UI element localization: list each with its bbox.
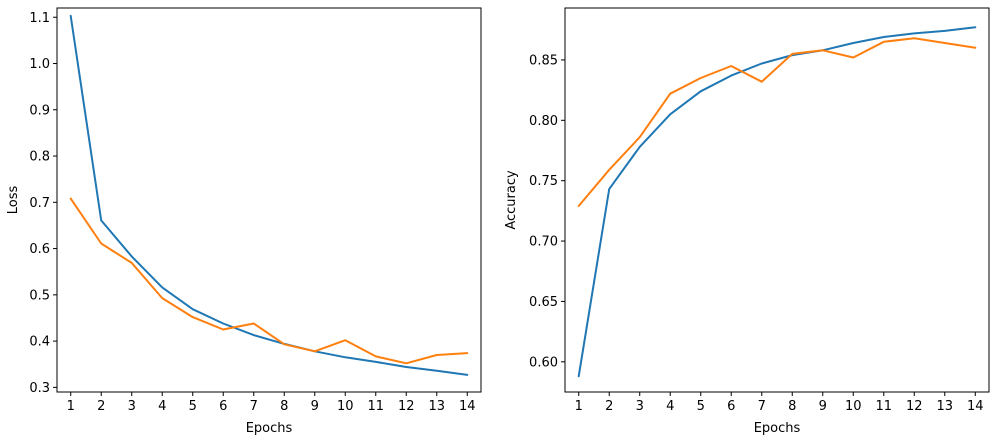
loss-x-tick-label: 10 xyxy=(337,399,354,414)
loss-x-tick-label: 1 xyxy=(67,399,75,414)
loss-y-tick-label: 1.0 xyxy=(29,57,50,72)
accuracy-chart: Epochs Accuracy 1 2 3 4 5 6 7 8 9 10 11 12 13 140.600… xyxy=(504,7,990,436)
loss-x-tick-label: 9 xyxy=(311,399,319,414)
accuracy-x-tick-label: 14 xyxy=(967,399,984,414)
loss-chart: Epochs Loss 1 2 3 4 5 6 7 8 9 10 11 12 13 140.30.40.5… xyxy=(6,7,482,436)
accuracy-series-lines xyxy=(577,26,977,378)
accuracy-x-tick-label: 4 xyxy=(666,399,674,414)
loss-y-tick-label: 1.1 xyxy=(29,11,50,26)
loss-y-axis-label: Loss xyxy=(6,186,21,215)
accuracy-x-tick-label: 1 xyxy=(575,399,583,414)
loss-y-tick-label: 0.6 xyxy=(29,242,50,257)
loss-y-tick-label: 0.9 xyxy=(29,103,50,118)
loss-x-tick-label: 14 xyxy=(459,399,476,414)
accuracy-x-tick-label: 11 xyxy=(875,399,892,414)
accuracy-x-tick-label: 2 xyxy=(605,399,613,414)
loss-series-1-line xyxy=(69,14,469,376)
loss-x-tick-label: 6 xyxy=(219,399,227,414)
loss-x-tick-label: 2 xyxy=(97,399,105,414)
accuracy-x-axis-label: Epochs xyxy=(754,421,801,436)
accuracy-x-tick-label: 3 xyxy=(636,399,644,414)
accuracy-y-axis-label: Accuracy xyxy=(504,170,519,230)
accuracy-y-tick-label: 0.60 xyxy=(529,355,558,370)
loss-y-tick-label: 0.3 xyxy=(29,381,50,396)
loss-series-lines xyxy=(69,14,469,376)
accuracy-x-tick-label: 12 xyxy=(906,399,923,414)
loss-y-tick-label: 0.8 xyxy=(29,150,50,165)
accuracy-x-tick-label: 13 xyxy=(936,399,953,414)
accuracy-series-1-line xyxy=(577,26,977,378)
loss-y-tick-label: 0.5 xyxy=(29,288,50,303)
accuracy-y-tick-label: 0.85 xyxy=(529,53,558,68)
accuracy-y-tick-label: 0.70 xyxy=(529,235,558,250)
loss-x-tick-label: 8 xyxy=(280,399,288,414)
loss-ticks: 1 2 3 4 5 6 7 8 9 10 11 12 13 140.30.40.50.60.70.80.9… xyxy=(29,11,475,414)
loss-y-tick-label: 0.4 xyxy=(29,335,50,350)
accuracy-y-tick-label: 0.80 xyxy=(529,114,558,129)
accuracy-x-tick-label: 6 xyxy=(727,399,735,414)
loss-x-axis-label: Epochs xyxy=(246,421,293,436)
loss-x-tick-label: 11 xyxy=(367,399,384,414)
loss-x-tick-label: 12 xyxy=(398,399,415,414)
loss-x-tick-label: 5 xyxy=(189,399,197,414)
loss-y-tick-label: 0.7 xyxy=(29,196,50,211)
accuracy-axes-frame xyxy=(564,7,990,393)
accuracy-x-tick-label: 8 xyxy=(788,399,796,414)
accuracy-series-2-line xyxy=(577,37,977,207)
accuracy-x-tick-label: 10 xyxy=(845,399,862,414)
accuracy-x-tick-label: 5 xyxy=(697,399,705,414)
accuracy-ticks: 1 2 3 4 5 6 7 8 9 10 11 12 13 140.600.650.700.750.800… xyxy=(529,53,983,414)
loss-axes-frame xyxy=(56,7,482,393)
loss-x-tick-label: 4 xyxy=(158,399,166,414)
loss-x-tick-label: 3 xyxy=(128,399,136,414)
accuracy-y-tick-label: 0.75 xyxy=(529,174,558,189)
loss-series-2-line xyxy=(69,197,469,365)
loss-x-tick-label: 7 xyxy=(250,399,258,414)
accuracy-x-tick-label: 9 xyxy=(819,399,827,414)
accuracy-x-tick-label: 7 xyxy=(758,399,766,414)
loss-x-tick-label: 13 xyxy=(428,399,445,414)
accuracy-y-tick-label: 0.65 xyxy=(529,295,558,310)
